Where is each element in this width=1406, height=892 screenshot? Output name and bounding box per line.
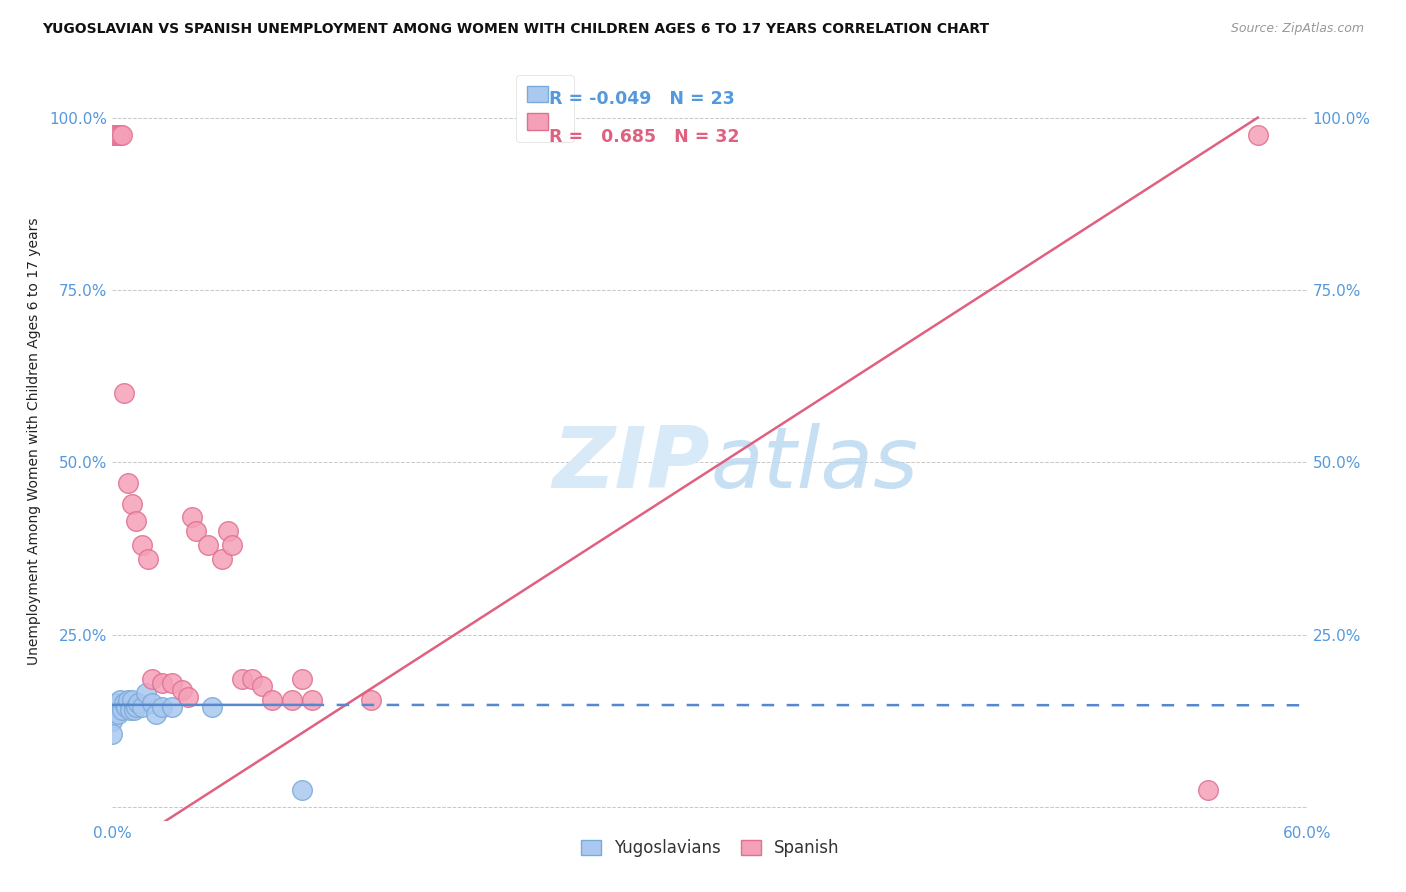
Point <box>124 703 146 717</box>
Point <box>107 706 129 721</box>
Text: atlas: atlas <box>710 423 918 506</box>
Point <box>201 699 224 714</box>
Point <box>135 686 157 700</box>
Point <box>281 693 304 707</box>
Point <box>103 128 125 142</box>
Point <box>111 703 134 717</box>
Point <box>1197 782 1219 797</box>
Point <box>301 693 323 707</box>
Point <box>141 673 163 687</box>
Point <box>145 706 167 721</box>
Point <box>125 514 148 528</box>
Point <box>101 714 124 728</box>
Point <box>172 682 194 697</box>
Point <box>121 497 143 511</box>
Point <box>291 673 314 687</box>
Text: R =   0.685   N = 32: R = 0.685 N = 32 <box>548 128 740 146</box>
Point <box>101 727 124 741</box>
Point <box>105 697 128 711</box>
Point <box>120 703 142 717</box>
Text: YUGOSLAVIAN VS SPANISH UNEMPLOYMENT AMONG WOMEN WITH CHILDREN AGES 6 TO 17 YEARS: YUGOSLAVIAN VS SPANISH UNEMPLOYMENT AMON… <box>42 22 990 37</box>
Point <box>181 510 204 524</box>
Text: Source: ZipAtlas.com: Source: ZipAtlas.com <box>1230 22 1364 36</box>
Point <box>240 673 263 687</box>
Point <box>101 128 124 142</box>
Point <box>125 699 148 714</box>
Point <box>127 697 149 711</box>
Point <box>115 699 138 714</box>
Point <box>211 551 233 566</box>
Point <box>150 699 173 714</box>
Point <box>141 697 163 711</box>
Point <box>162 675 183 690</box>
Point <box>1247 128 1270 142</box>
Point <box>260 693 283 707</box>
Point <box>217 524 239 538</box>
Point <box>101 699 124 714</box>
Point <box>117 475 139 490</box>
Point <box>231 673 253 687</box>
Point <box>110 128 132 142</box>
Point <box>162 699 183 714</box>
Point <box>131 538 153 552</box>
Point <box>177 690 200 704</box>
Point <box>110 693 132 707</box>
Legend: Yugoslavians, Spanish: Yugoslavians, Spanish <box>572 830 848 865</box>
Point <box>250 679 273 693</box>
Text: R = -0.049   N = 23: R = -0.049 N = 23 <box>548 90 734 108</box>
Point <box>114 697 135 711</box>
Point <box>186 524 208 538</box>
Point <box>360 693 382 707</box>
Point <box>150 675 173 690</box>
Point <box>107 128 129 142</box>
Point <box>131 699 153 714</box>
Point <box>138 551 160 566</box>
Point <box>114 386 135 401</box>
Point <box>121 693 143 707</box>
Y-axis label: Unemployment Among Women with Children Ages 6 to 17 years: Unemployment Among Women with Children A… <box>27 218 41 665</box>
Text: ZIP: ZIP <box>553 423 710 506</box>
Point <box>111 128 134 142</box>
Point <box>197 538 219 552</box>
Point <box>117 693 139 707</box>
Point <box>291 782 314 797</box>
Point <box>221 538 243 552</box>
